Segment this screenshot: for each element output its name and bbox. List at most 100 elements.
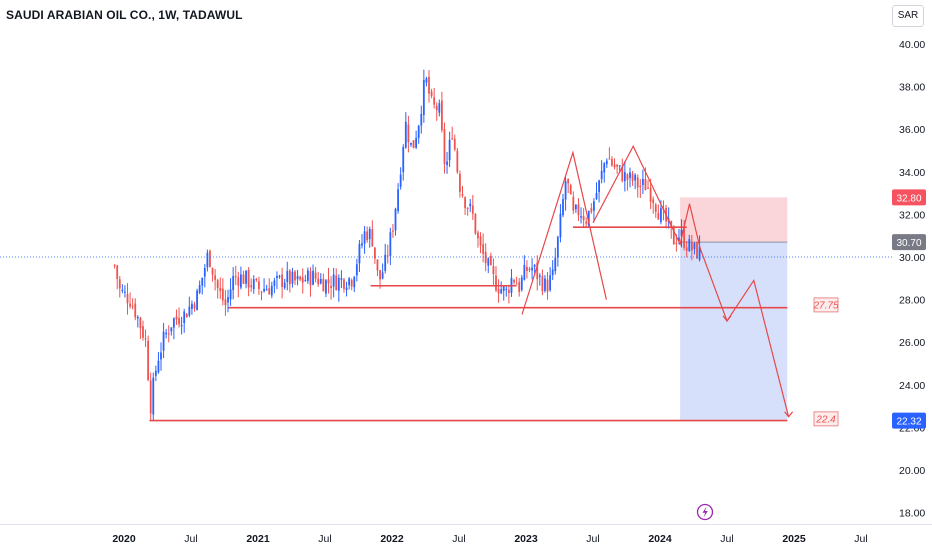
candle bbox=[652, 196, 655, 214]
candle bbox=[201, 277, 204, 295]
candle-body bbox=[335, 275, 338, 290]
currency-button[interactable]: SAR bbox=[892, 5, 924, 27]
candle bbox=[317, 272, 320, 287]
candle-body bbox=[126, 294, 129, 304]
candle bbox=[386, 244, 389, 264]
candle-body bbox=[286, 271, 289, 283]
candle-body bbox=[577, 204, 580, 216]
candle bbox=[384, 243, 387, 274]
candle-body bbox=[340, 278, 343, 280]
candle-body bbox=[466, 208, 469, 210]
candle bbox=[124, 285, 126, 298]
candle-body bbox=[536, 262, 539, 280]
candle-body bbox=[433, 97, 436, 105]
candle bbox=[538, 273, 541, 286]
candle bbox=[430, 88, 433, 99]
candle-body bbox=[582, 215, 585, 221]
candle bbox=[636, 174, 639, 198]
candle-body bbox=[373, 247, 376, 259]
candle-body bbox=[675, 242, 678, 244]
candle-body bbox=[203, 268, 206, 277]
wave-projection-line[interactable] bbox=[592, 144, 790, 417]
candle bbox=[193, 301, 196, 312]
candle-body bbox=[639, 185, 642, 188]
candle bbox=[641, 169, 644, 194]
candle-body bbox=[139, 317, 142, 329]
candle bbox=[546, 271, 549, 300]
candle-body bbox=[623, 172, 626, 182]
x-tick-label: 2025 bbox=[782, 533, 806, 545]
candle-body bbox=[459, 173, 461, 192]
candle bbox=[466, 207, 469, 216]
take-profit-zone[interactable] bbox=[680, 242, 788, 421]
candle bbox=[278, 274, 281, 279]
candle-body bbox=[520, 277, 523, 290]
candle bbox=[258, 276, 260, 296]
price-tag-entry[interactable]: 30.70 bbox=[892, 234, 926, 251]
candle bbox=[183, 308, 186, 333]
candle bbox=[464, 196, 466, 215]
stop-loss-zone[interactable] bbox=[680, 197, 788, 243]
candle-body bbox=[353, 277, 356, 288]
candle-body bbox=[301, 277, 304, 283]
candle bbox=[348, 277, 351, 290]
candle-body bbox=[528, 268, 531, 271]
candle bbox=[353, 275, 356, 293]
candle-body bbox=[680, 229, 683, 237]
candle-body bbox=[618, 165, 621, 167]
candle-body bbox=[157, 360, 160, 373]
candle bbox=[216, 278, 219, 299]
y-tick-label: 20.00 bbox=[899, 465, 925, 477]
candle bbox=[118, 276, 121, 298]
candle-body bbox=[533, 265, 536, 267]
candle bbox=[495, 266, 497, 293]
candle-body bbox=[170, 327, 173, 332]
candle bbox=[631, 170, 634, 186]
candle bbox=[309, 267, 312, 297]
candle bbox=[121, 284, 124, 294]
candle-body bbox=[227, 297, 229, 303]
candle-body bbox=[492, 266, 495, 275]
candle bbox=[477, 230, 479, 248]
y-tick-label: 26.00 bbox=[899, 337, 925, 349]
wave-projection-line[interactable] bbox=[521, 150, 607, 315]
price-tag-stop[interactable]: 32.80 bbox=[892, 189, 926, 206]
candle bbox=[250, 278, 253, 292]
candle-body bbox=[232, 275, 235, 291]
price-annotation[interactable]: 22.4 bbox=[813, 411, 839, 427]
candle-body bbox=[412, 140, 415, 149]
candle bbox=[536, 255, 539, 291]
candle-body bbox=[294, 271, 296, 281]
candle bbox=[252, 275, 255, 294]
candle-body bbox=[451, 138, 454, 140]
price-tag-box bbox=[892, 412, 926, 429]
candle bbox=[500, 281, 503, 295]
candle bbox=[209, 249, 211, 268]
candle bbox=[322, 273, 325, 292]
candle-body bbox=[196, 290, 198, 311]
candle bbox=[544, 275, 546, 293]
candle-body bbox=[440, 100, 443, 131]
candle-body bbox=[330, 285, 332, 288]
price-annotation[interactable]: 27.75 bbox=[812, 297, 839, 313]
candle bbox=[345, 281, 348, 297]
candle-body bbox=[175, 316, 178, 320]
candle bbox=[245, 270, 247, 289]
candle bbox=[469, 199, 472, 213]
candle bbox=[428, 70, 430, 103]
candle bbox=[224, 290, 227, 316]
candle-body bbox=[384, 254, 387, 271]
candle bbox=[600, 160, 603, 184]
candle bbox=[162, 322, 165, 359]
candle-body bbox=[647, 187, 649, 189]
price-tag-target[interactable]: 22.32 bbox=[892, 412, 926, 429]
candle-body bbox=[278, 275, 281, 277]
candle bbox=[574, 203, 577, 213]
lightning-icon[interactable] bbox=[696, 503, 714, 521]
candle-body bbox=[495, 275, 497, 291]
candle-body bbox=[361, 243, 363, 246]
candle bbox=[144, 329, 147, 348]
candle-body bbox=[654, 204, 657, 212]
price-axis[interactable] bbox=[892, 30, 932, 530]
